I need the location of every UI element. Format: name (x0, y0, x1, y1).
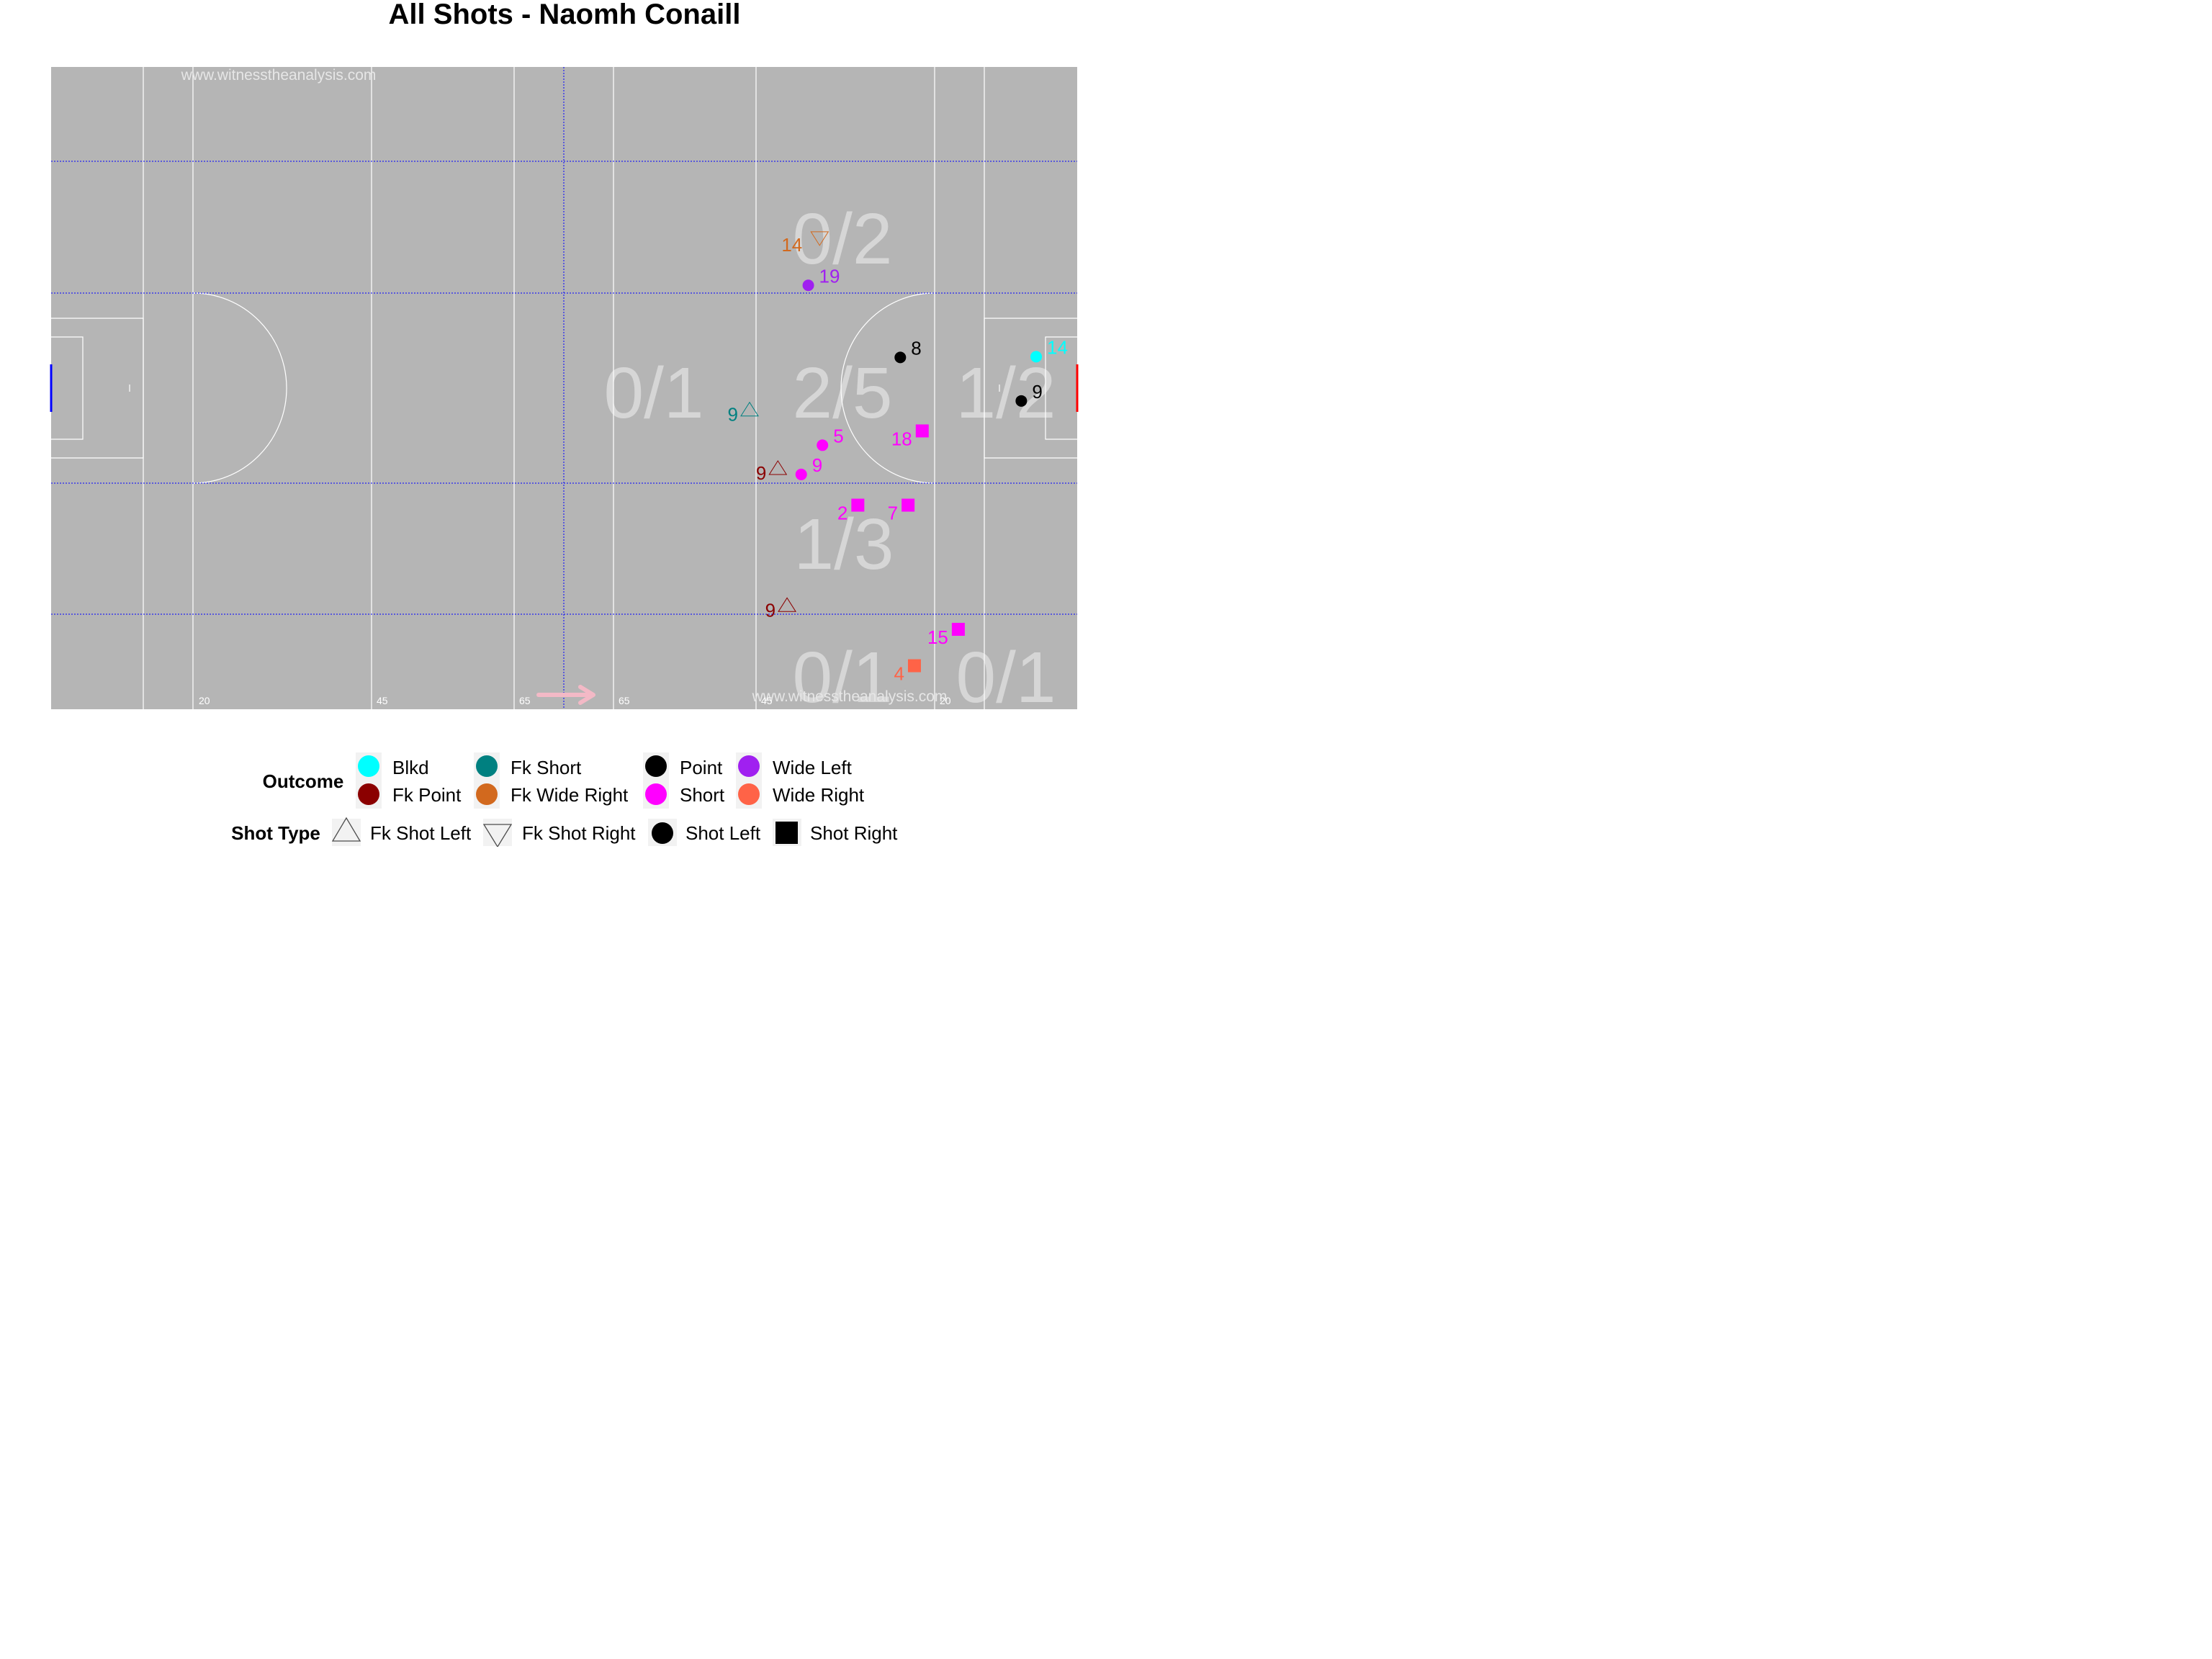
pitch-chart: 0/2 0/1 2/5 1/2 1/3 0/1 0/1 (50, 67, 1079, 847)
legend-outcome-key (476, 755, 498, 777)
distance-labels: 20 45 65 65 45 20 (199, 695, 951, 706)
zone-label: 1/2 (956, 353, 1056, 433)
legend-outcome-title: Outcome (263, 770, 344, 792)
legend-outcome-key (645, 755, 667, 777)
shot-point-circle (894, 351, 907, 364)
legend-outcome-key (738, 755, 760, 777)
attack-direction-arrow (536, 685, 595, 705)
legend-label: Short (680, 784, 725, 806)
right-small-rectangle (1045, 336, 1077, 440)
legend-key-bg (332, 819, 361, 846)
shot-point-circle (817, 439, 829, 451)
legend-outcome-key (358, 755, 379, 777)
shot-point-square (851, 498, 865, 512)
shot-point-triangle-up (778, 597, 796, 612)
shot-point-triangle-up (768, 460, 788, 475)
right-arc (840, 292, 935, 484)
legend-label: Shot Right (810, 822, 898, 844)
watermark: www.witnesstheanalysis.com (181, 67, 377, 84)
shot-point-square (951, 622, 965, 636)
legend-key-bg (483, 819, 512, 846)
circle-icon (652, 822, 673, 844)
zone-label: 0/2 (792, 199, 892, 279)
legend-label: Fk Wide Right (511, 784, 629, 806)
shot-player-label: 18 (891, 428, 912, 449)
shot-player-label: 9 (812, 454, 822, 476)
chart-title: All Shots - Naomh Conaill (388, 0, 741, 30)
legend-label: Point (680, 757, 723, 778)
shot-point-circle (795, 468, 807, 480)
legend-label: Fk Short (511, 757, 582, 778)
shot-player-label: 14 (781, 234, 802, 256)
zone-label: 2/5 (792, 353, 892, 433)
shot-player-label: 4 (894, 663, 904, 685)
legend-label: Blkd (392, 757, 429, 778)
pitch-markings (51, 67, 1077, 709)
legend-outcome-key (476, 783, 498, 805)
zone-labels: 0/2 0/1 2/5 1/2 1/3 0/1 0/1 (603, 199, 1056, 718)
shot-player-label: 9 (728, 404, 738, 426)
distance-label: 65 (619, 695, 630, 706)
legend-shot-type-title: Shot Type (231, 822, 320, 844)
shot-player-label: 14 (1047, 336, 1068, 358)
square-icon (775, 822, 798, 844)
shot-player-label: 9 (765, 599, 775, 621)
legend-outcome-key (358, 783, 379, 805)
watermark: www.witnesstheanalysis.com (752, 688, 948, 705)
shot-player-label: 8 (911, 337, 921, 359)
shot-point-square (907, 659, 921, 673)
legend-label: Fk Point (392, 784, 462, 806)
shot-player-label: 9 (1032, 381, 1042, 403)
legend-label: Wide Left (773, 757, 853, 778)
distance-label: 45 (761, 695, 773, 706)
distance-label: 20 (940, 695, 951, 706)
zone-grid (51, 67, 1077, 709)
shot-player-label: 9 (756, 462, 766, 484)
zone-label: 1/3 (793, 504, 894, 585)
zone-label: 0/1 (603, 353, 703, 433)
left-small-rectangle (51, 336, 84, 440)
shot-player-label: 2 (837, 503, 848, 524)
shot-player-label: 7 (888, 503, 898, 524)
shot-point-circle (1015, 395, 1028, 407)
left-large-rectangle (51, 318, 144, 459)
triangle-down-icon (482, 824, 513, 847)
legend-outcome-keys (358, 755, 760, 805)
shot-point-triangle-down (810, 231, 830, 246)
legend-label: Wide Right (773, 784, 865, 806)
shot-player-label: 15 (927, 626, 948, 648)
shot-player-label: 5 (833, 425, 843, 446)
shot-point-circle (1030, 351, 1042, 363)
zone-label: 0/1 (956, 637, 1056, 718)
triangle-up-icon (331, 817, 361, 842)
legend-label: Fk Shot Left (370, 822, 472, 844)
right-large-rectangle (984, 318, 1077, 459)
zone-label: 0/1 (792, 637, 892, 718)
distance-label: 20 (199, 695, 210, 706)
shot-point-square (902, 498, 915, 512)
left-arc (192, 292, 287, 484)
distance-label: 65 (519, 695, 531, 706)
legend-label: Fk Shot Right (522, 822, 636, 844)
legend-outcome-key (738, 783, 760, 805)
legend-label: Shot Left (685, 822, 761, 844)
distance-label: 45 (377, 695, 388, 706)
shot-player-label: 19 (819, 265, 840, 287)
arrow-head (578, 685, 595, 705)
shot-point-square (915, 424, 929, 438)
legend-outcome-key (645, 783, 667, 805)
shot-point-triangle-up (740, 401, 759, 417)
shot-point-circle (802, 279, 814, 292)
legend: Outcome Blkd Fk Point Fk Short Fk Wide R… (231, 752, 898, 847)
